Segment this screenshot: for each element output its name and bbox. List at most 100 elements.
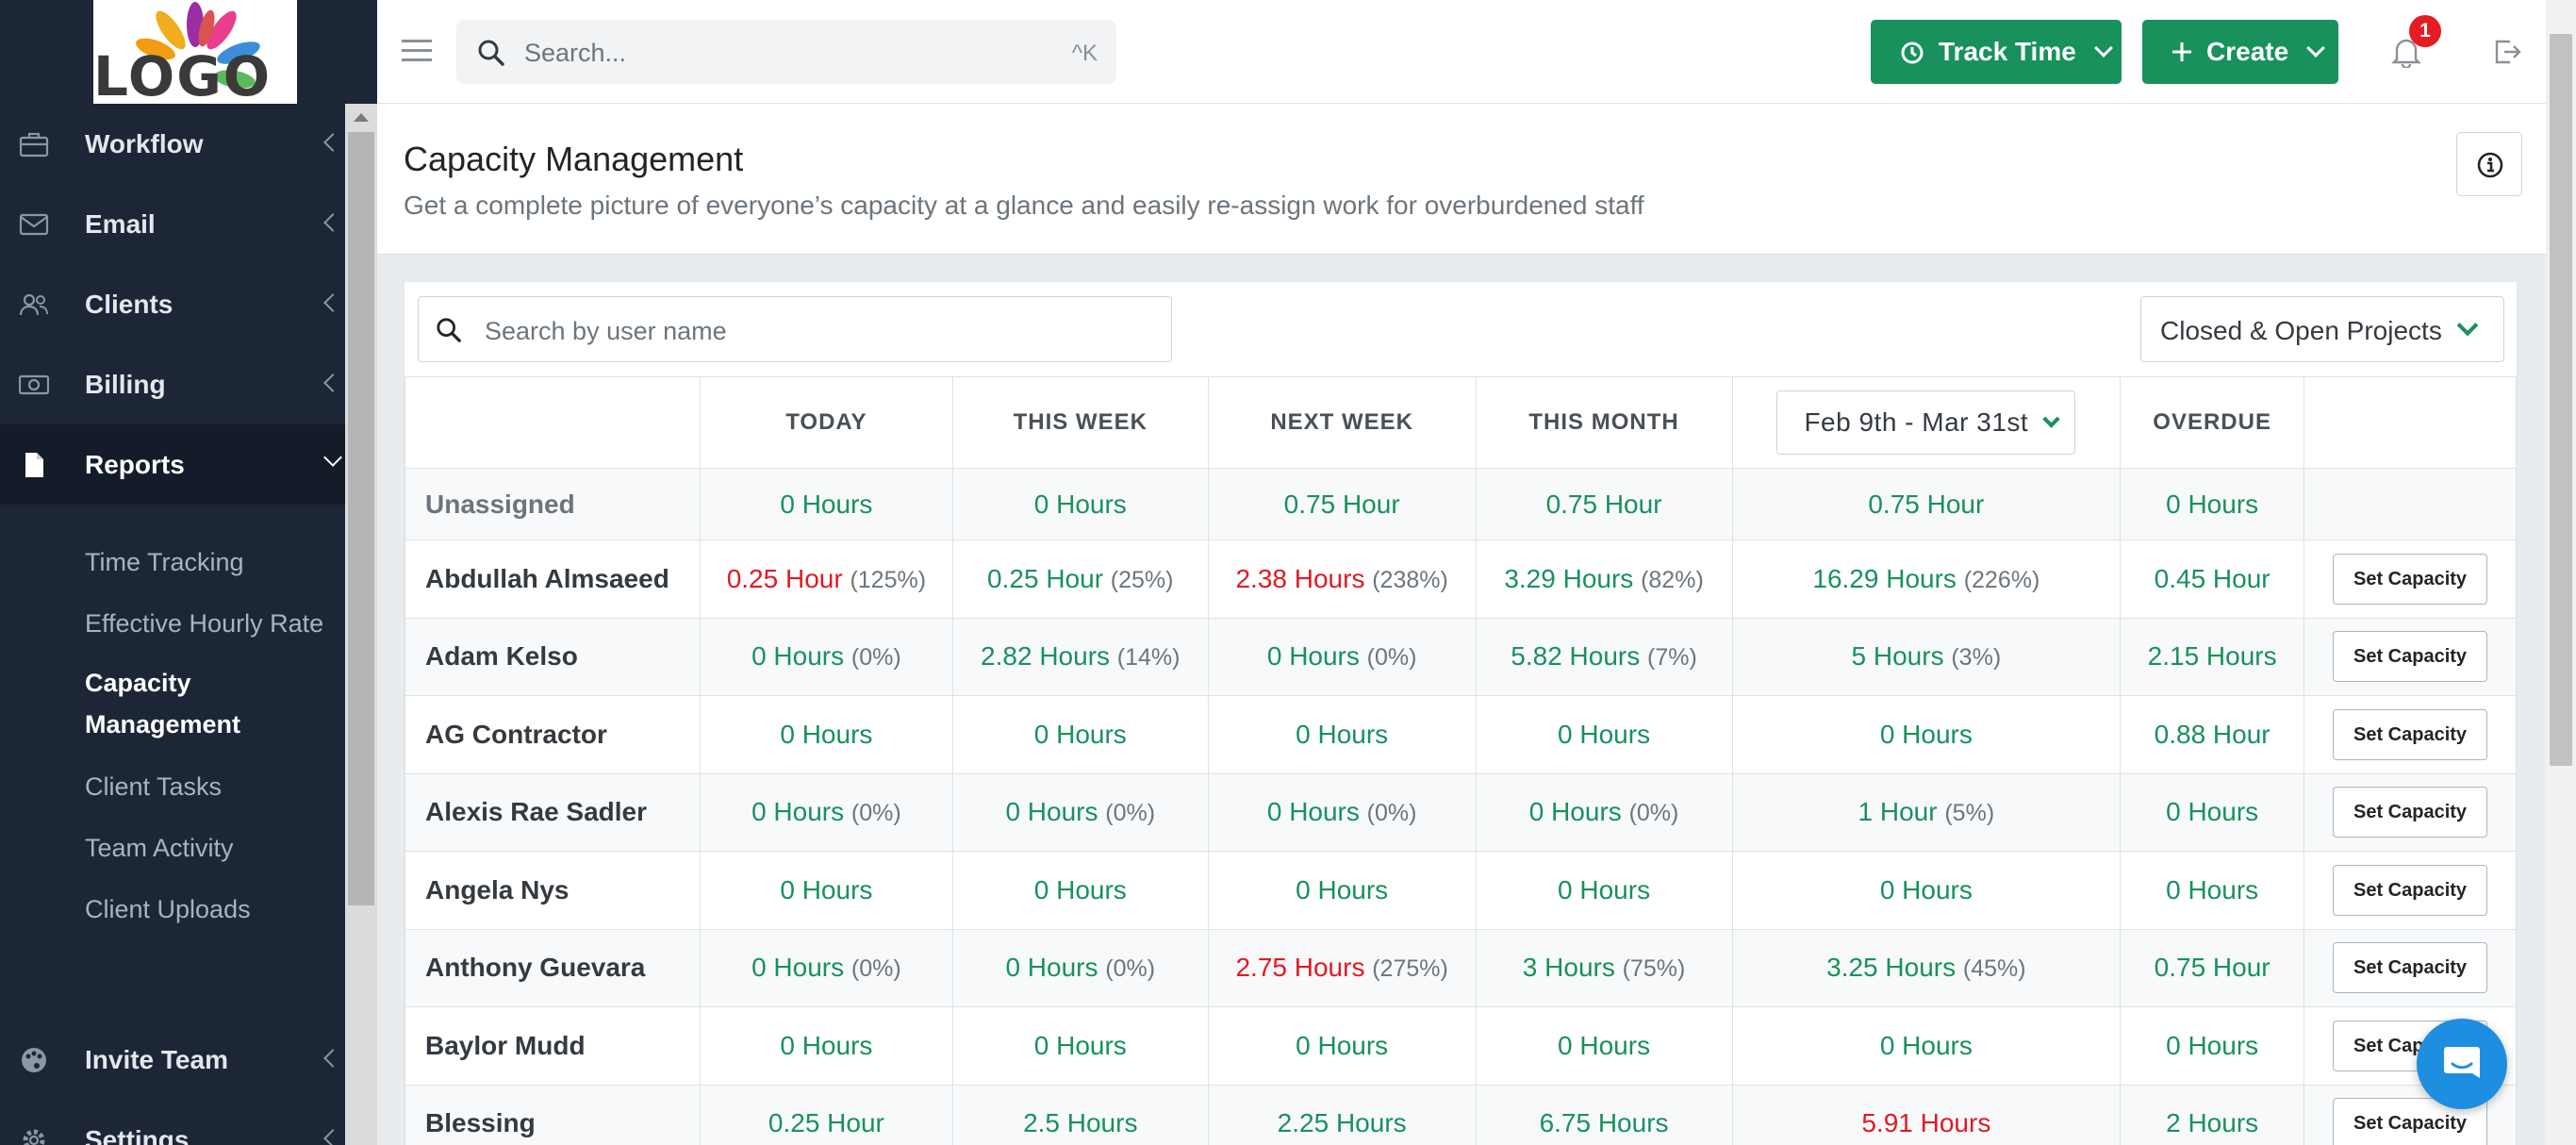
cell-today[interactable]: 0 Hours (0%)	[699, 928, 953, 1007]
set-capacity-button[interactable]: Set Capacity	[2333, 942, 2488, 994]
cell-next-week[interactable]: 0 Hours	[1207, 695, 1477, 774]
cell-today[interactable]: 0.25 Hour	[699, 1084, 953, 1145]
cell-overdue[interactable]: 0.88 Hour	[2120, 695, 2305, 774]
sidebar-subitem-client-uploads[interactable]: Client Uploads	[85, 895, 251, 923]
cell-this-week[interactable]: 0 Hours	[951, 695, 1209, 774]
cell-today[interactable]: 0 Hours	[699, 1006, 953, 1086]
cell-overdue[interactable]: 0.75 Hour	[2120, 928, 2305, 1007]
cell-date-range[interactable]: 0 Hours	[1731, 851, 2122, 930]
cell-next-week[interactable]: 0.75 Hour	[1207, 468, 1477, 540]
user-name-cell[interactable]: Adam Kelso	[405, 617, 701, 696]
sidebar-subitem-time-tracking[interactable]: Time Tracking	[85, 548, 244, 576]
cell-this-month[interactable]: 3 Hours (75%)	[1475, 928, 1733, 1007]
info-button[interactable]	[2456, 132, 2522, 196]
cell-date-range[interactable]: 0 Hours	[1731, 1006, 2122, 1086]
global-search-input[interactable]: Search... ^K	[456, 20, 1116, 84]
user-name-cell[interactable]: Baylor Mudd	[405, 1006, 701, 1086]
bell-icon[interactable]	[2391, 36, 2421, 68]
cell-this-month[interactable]: 6.75 Hours	[1475, 1084, 1733, 1145]
set-capacity-button[interactable]: Set Capacity	[2333, 631, 2488, 683]
sidebar-subitem-team-activity[interactable]: Team Activity	[85, 834, 234, 862]
set-capacity-button[interactable]: Set Capacity	[2333, 864, 2488, 916]
cell-date-range[interactable]: 3.25 Hours (45%)	[1731, 928, 2122, 1007]
col-header-next-week[interactable]: NEXT WEEK	[1207, 376, 1477, 469]
sidebar-subitem-capacity-management[interactable]: Capacity Management	[85, 669, 241, 738]
set-capacity-button[interactable]: Set Capacity	[2333, 1098, 2488, 1145]
cell-date-range[interactable]: 5 Hours (3%)	[1731, 617, 2122, 696]
user-name-cell[interactable]: Alexis Rae Sadler	[405, 772, 701, 852]
cell-next-week[interactable]: 2.38 Hours (238%)	[1207, 539, 1477, 619]
cell-next-week[interactable]: 0 Hours	[1207, 851, 1477, 930]
col-header-this-week[interactable]: THIS WEEK	[951, 376, 1209, 469]
col-header-today[interactable]: TODAY	[699, 376, 953, 469]
logo[interactable]: LOGO	[93, 0, 297, 104]
user-name-cell[interactable]: AG Contractor	[405, 695, 701, 774]
cell-overdue[interactable]: 0 Hours	[2120, 468, 2305, 540]
col-header-overdue[interactable]: OVERDUE	[2120, 376, 2305, 469]
cell-today[interactable]: 0 Hours	[699, 695, 953, 774]
set-capacity-button[interactable]: Set Capacity	[2333, 708, 2488, 760]
cell-today[interactable]: 0 Hours (0%)	[699, 772, 953, 852]
cell-next-week[interactable]: 2.25 Hours	[1207, 1084, 1477, 1145]
cell-this-month[interactable]: 0 Hours	[1475, 1006, 1733, 1086]
cell-this-week[interactable]: 2.5 Hours	[951, 1084, 1209, 1145]
cell-this-week[interactable]: 0 Hours (0%)	[951, 772, 1209, 852]
cell-this-week[interactable]: 0 Hours	[951, 851, 1209, 930]
cell-date-range[interactable]: 1 Hour (5%)	[1731, 772, 2122, 852]
cell-date-range[interactable]: 0.75 Hour	[1731, 468, 2122, 540]
cell-overdue[interactable]: 0.45 Hour	[2120, 539, 2305, 619]
sidebar-subitem-client-tasks[interactable]: Client Tasks	[85, 772, 223, 801]
sidebar-item-email[interactable]: Email	[0, 184, 345, 264]
cell-next-week[interactable]: 0 Hours	[1207, 1006, 1477, 1086]
cell-today[interactable]: 0.25 Hour (125%)	[699, 539, 953, 619]
page-scrollbar[interactable]	[2546, 0, 2576, 1145]
cell-this-week[interactable]: 0 Hours	[951, 468, 1209, 540]
page-scrollbar-thumb[interactable]	[2550, 34, 2572, 766]
sidebar-item-reports[interactable]: Reports	[0, 424, 345, 505]
cell-overdue[interactable]: 0 Hours	[2120, 772, 2305, 852]
sidebar-item-settings[interactable]: Settings	[0, 1100, 345, 1145]
user-name-cell[interactable]: Abdullah Almsaeed	[405, 539, 701, 619]
cell-this-month[interactable]: 3.29 Hours (82%)	[1475, 539, 1733, 619]
sidebar-subitem-effective-hourly-rate[interactable]: Effective Hourly Rate	[85, 609, 324, 638]
cell-this-month[interactable]: 0.75 Hour	[1475, 468, 1733, 540]
cell-today[interactable]: 0 Hours (0%)	[699, 617, 953, 696]
cell-today[interactable]: 0 Hours	[699, 468, 953, 540]
sidebar-scrollbar[interactable]	[345, 104, 377, 1145]
cell-this-month[interactable]: 5.82 Hours (7%)	[1475, 617, 1733, 696]
col-header-this-month[interactable]: THIS MONTH	[1475, 376, 1733, 469]
cell-next-week[interactable]: 0 Hours (0%)	[1207, 617, 1477, 696]
sidebar-item-clients[interactable]: Clients	[0, 264, 345, 344]
cell-overdue[interactable]: 0 Hours	[2120, 851, 2305, 930]
scroll-up-arrow-icon[interactable]	[354, 113, 369, 122]
cell-next-week[interactable]: 0 Hours (0%)	[1207, 772, 1477, 852]
user-search-input[interactable]: Search by user name	[418, 296, 1172, 362]
set-capacity-button[interactable]: Set Capacity	[2333, 553, 2488, 605]
hamburger-menu-icon[interactable]	[402, 40, 432, 62]
cell-this-week[interactable]: 0.25 Hour (25%)	[951, 539, 1209, 619]
track-time-button[interactable]: Track Time	[1871, 20, 2122, 84]
sidebar-scrollbar-thumb[interactable]	[348, 132, 374, 905]
cell-date-range[interactable]: 16.29 Hours (226%)	[1731, 539, 2122, 619]
sidebar-item-billing[interactable]: Billing	[0, 344, 345, 424]
create-button[interactable]: Create	[2142, 20, 2338, 84]
cell-this-month[interactable]: 0 Hours	[1475, 851, 1733, 930]
cell-this-week[interactable]: 0 Hours	[951, 1006, 1209, 1086]
user-name-cell[interactable]: Unassigned	[405, 468, 701, 540]
cell-date-range[interactable]: 0 Hours	[1731, 695, 2122, 774]
cell-today[interactable]: 0 Hours	[699, 851, 953, 930]
cell-this-week[interactable]: 0 Hours (0%)	[951, 928, 1209, 1007]
cell-overdue[interactable]: 2.15 Hours	[2120, 617, 2305, 696]
cell-overdue[interactable]: 0 Hours	[2120, 1006, 2305, 1086]
user-name-cell[interactable]: Anthony Guevara	[405, 928, 701, 1007]
chat-launcher-button[interactable]	[2417, 1019, 2507, 1109]
logout-icon[interactable]	[2493, 38, 2521, 66]
projects-filter-select[interactable]: Closed & Open Projects	[2140, 296, 2504, 362]
cell-next-week[interactable]: 2.75 Hours (275%)	[1207, 928, 1477, 1007]
date-range-select[interactable]: Feb 9th - Mar 31st	[1776, 390, 2076, 455]
sidebar-item-invite-team[interactable]: Invite Team	[0, 1020, 345, 1100]
cell-overdue[interactable]: 2 Hours	[2120, 1084, 2305, 1145]
cell-date-range[interactable]: 5.91 Hours	[1731, 1084, 2122, 1145]
user-name-cell[interactable]: Blessing	[405, 1084, 701, 1145]
cell-this-month[interactable]: 0 Hours	[1475, 695, 1733, 774]
